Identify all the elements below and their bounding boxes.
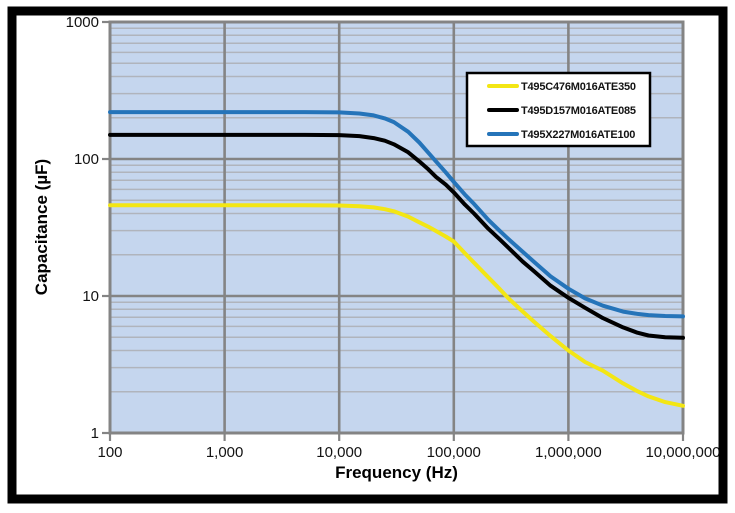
curve-T495C476M016ATE350 — [108, 203, 685, 408]
legend-label: T495C476M016ATE350 — [521, 81, 636, 93]
plot-border — [108, 20, 685, 435]
legend-label: T495D157M016ATE085 — [521, 105, 636, 117]
x-axis-title: Frequency (Hz) — [335, 463, 458, 482]
legend-label: T495X227M016ATE100 — [521, 129, 635, 141]
x-tick-label: 100,000 — [427, 444, 481, 461]
x-tick-label: 10,000,000 — [645, 444, 720, 461]
curve-T495X227M016ATE100 — [108, 110, 685, 319]
legend: T495C476M016ATE350 T495D157M016ATE085 T495… — [465, 71, 652, 148]
curve-T495D157M016ATE085 — [108, 132, 685, 340]
outer-frame — [7, 6, 728, 504]
y-tick-label: 1000 — [66, 14, 99, 31]
y-tick-label: 100 — [74, 151, 99, 168]
x-tick-label: 1,000 — [206, 444, 244, 461]
y-tick-label: 10 — [82, 288, 99, 305]
y-axis-title: Capacitance (µF) — [32, 158, 51, 296]
x-tick-label: 10,000 — [316, 444, 362, 461]
x-tick-label: 100 — [97, 444, 122, 461]
y-tick-label: 1 — [91, 425, 99, 442]
x-tick-label: 1,000,000 — [535, 444, 602, 461]
